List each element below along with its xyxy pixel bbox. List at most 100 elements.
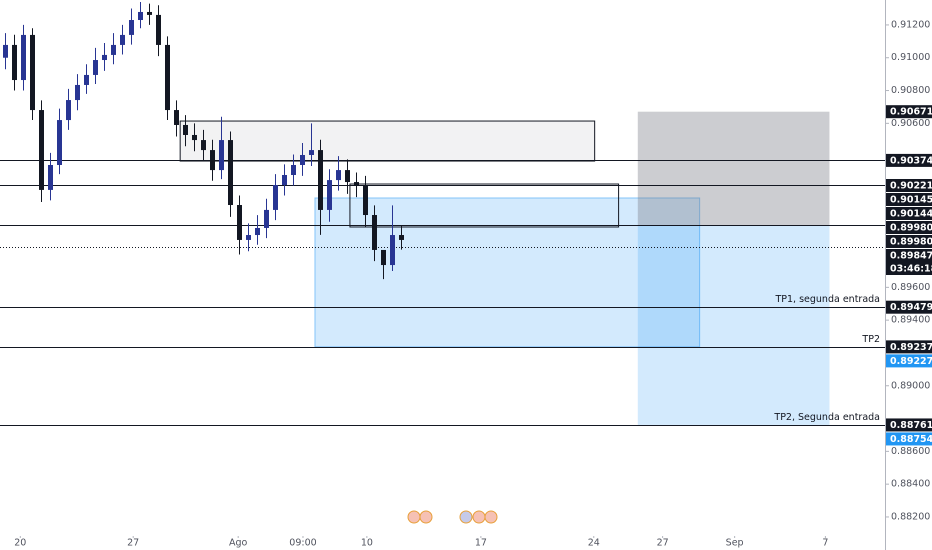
x-tick-label: 09:00	[289, 538, 316, 549]
x-tick-label: Sep	[726, 538, 744, 549]
event-icon[interactable]	[484, 510, 498, 524]
candle-body	[291, 164, 296, 175]
level-text: TP2	[861, 334, 880, 345]
candle-body	[66, 100, 71, 121]
zone-box	[349, 183, 620, 228]
candle-body	[363, 185, 368, 216]
y-tick-label: 0.88400	[891, 479, 930, 490]
price-label-box	[886, 340, 932, 354]
price-label: 0.89980	[890, 236, 932, 247]
candle-body	[156, 14, 161, 45]
y-tick-label: 0.88200	[891, 511, 930, 522]
level-text: TP1, segunda entrada	[774, 294, 880, 305]
candle-body	[327, 180, 332, 210]
price-label: 0.90374	[890, 155, 932, 166]
countdown-label: 03:46:18	[890, 263, 932, 274]
candle-body	[120, 34, 125, 45]
price-label-box	[886, 206, 932, 220]
candle-body	[282, 174, 287, 186]
candle-body	[399, 235, 404, 240]
candle-body	[354, 182, 359, 186]
candle-body	[390, 235, 395, 266]
x-tick-label: 17	[475, 538, 487, 549]
candle-body	[129, 20, 134, 35]
candle-body	[3, 44, 8, 58]
candle-body	[30, 34, 35, 111]
candle-body	[210, 150, 215, 171]
event-icon[interactable]	[459, 510, 473, 524]
candle-body	[246, 235, 251, 240]
level-text: TP2, Segunda entrada	[773, 412, 880, 423]
candle-body	[228, 140, 233, 206]
candle-body	[381, 249, 386, 266]
candle-body	[273, 185, 278, 210]
price-label-box	[886, 220, 932, 234]
price-label: 0.88761	[890, 420, 932, 431]
candle-body	[300, 154, 305, 165]
y-tick-label: 0.89000	[891, 380, 930, 391]
event-icon[interactable]	[407, 510, 421, 524]
candle-body	[309, 150, 314, 155]
candle-body	[57, 120, 62, 165]
candle-body	[21, 34, 26, 81]
price-label: 0.90144	[890, 208, 932, 219]
candle-body	[192, 134, 197, 141]
zone-box	[179, 120, 596, 162]
event-icon[interactable]	[472, 510, 486, 524]
price-label: 0.90671	[890, 107, 932, 118]
candles	[3, 1, 404, 280]
candle-body	[39, 110, 44, 190]
candle-body	[201, 140, 206, 151]
x-tick-label: 27	[127, 538, 139, 549]
zone-box	[637, 225, 830, 425]
zone-box	[314, 197, 701, 348]
x-tick-label: 10	[361, 538, 373, 549]
price-label: 0.89980	[890, 222, 932, 233]
price-label-box	[886, 178, 932, 192]
candle-body	[255, 227, 260, 236]
y-tick-label: 0.90600	[891, 118, 930, 129]
price-label: 0.89479	[890, 302, 932, 313]
candle-body	[237, 205, 242, 240]
x-tick-label: 27	[657, 538, 669, 549]
price-label-box	[886, 248, 932, 275]
price-label-box	[886, 105, 932, 119]
x-tick-label: 7	[822, 538, 828, 549]
event-icons[interactable]	[407, 510, 498, 524]
x-tick-label: Ago	[229, 538, 248, 549]
candle-body	[93, 60, 98, 75]
candle-body	[111, 44, 116, 55]
price-label-box	[886, 234, 932, 248]
price-label-box	[886, 432, 932, 446]
price-label: 0.89237	[890, 342, 932, 353]
price-label-box	[886, 192, 932, 206]
price-label-box	[886, 153, 932, 167]
candle-body	[174, 110, 179, 125]
candle-body	[183, 124, 188, 135]
event-icon[interactable]	[419, 510, 433, 524]
candle-body	[138, 11, 143, 21]
candle-body	[84, 74, 89, 85]
candle-body	[102, 54, 107, 61]
y-tick-label: 0.91200	[891, 19, 930, 30]
y-tick-label: 0.90800	[891, 85, 930, 96]
candle-body	[75, 84, 80, 101]
price-label: 0.90221	[890, 180, 932, 191]
candle-body	[219, 140, 224, 171]
y-tick-label: 0.91000	[891, 52, 930, 63]
candle-body	[345, 170, 350, 183]
y-tick-label: 0.88600	[891, 446, 930, 457]
y-tick-label: 0.89400	[891, 315, 930, 326]
candle-body	[264, 209, 269, 228]
price-label-box	[886, 418, 932, 432]
candle-body	[372, 215, 377, 250]
price-label: 0.89847	[890, 250, 932, 261]
x-tick-label: 24	[588, 538, 600, 549]
candle-body	[12, 44, 17, 81]
candle-body	[147, 11, 152, 15]
candle-body	[336, 170, 341, 181]
price-label-box	[886, 300, 932, 314]
price-label: 0.88754	[890, 434, 932, 445]
